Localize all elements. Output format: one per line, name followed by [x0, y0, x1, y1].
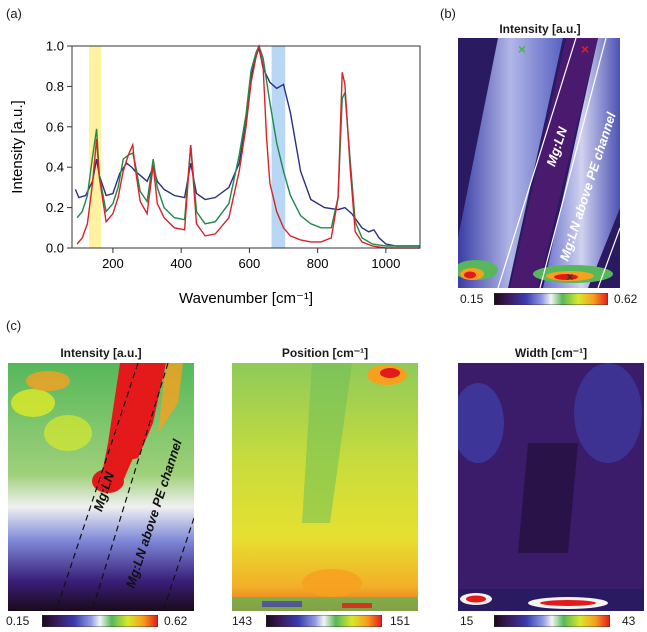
width-map: [458, 363, 644, 611]
map-c3-title: Width [cm⁻¹]: [514, 346, 588, 360]
colorbar-b-max: 0.62: [614, 292, 638, 306]
intensity-map-b: × × × Mg:LN Mg:LN above PE channel: [458, 38, 620, 288]
marker-green: ×: [518, 41, 526, 57]
channel-hotspot: [108, 363, 166, 463]
colorbar-c2: [266, 615, 382, 627]
y-tick-label: 1.0: [46, 39, 64, 54]
x-tick-label: 200: [102, 256, 124, 271]
colorbar-c1-min: 0.15: [6, 614, 30, 628]
y-axis-label: Intensity [a.u.]: [9, 100, 26, 193]
series-line-0: [74, 45, 420, 247]
y-tick-label: 0.8: [46, 79, 64, 94]
boundary-line-2: [539, 38, 607, 288]
x-tick-label: 600: [239, 256, 261, 271]
series-line-1: [76, 44, 420, 247]
y-tick-label: 0.6: [46, 119, 64, 134]
x-tick-label: 400: [170, 256, 192, 271]
series-line-2: [76, 45, 420, 249]
panel-label-b: (b): [440, 6, 456, 21]
panel-label-c: (c): [6, 318, 22, 333]
marker-red: ×: [581, 41, 589, 57]
y-tick-label: 0.2: [46, 200, 64, 215]
colorbar-c2-max: 151: [390, 614, 411, 628]
y-tick-label: 0.0: [46, 241, 64, 256]
left-band: [458, 38, 563, 288]
spectrum-chart: 200 400 600 800 1000 0.0 0.2 0.4 0.6 0.8 1.0 Wave…: [9, 39, 421, 307]
colorbar-c1: [42, 615, 158, 627]
series-group: [74, 44, 420, 249]
channel-band: [510, 38, 598, 288]
right-band: [543, 38, 620, 288]
x-ticks: 200 400 600 800 1000: [102, 248, 400, 271]
x-tick-label: 1000: [371, 256, 400, 271]
colorbar-c3: [494, 615, 610, 627]
colorbar-c1-max: 0.62: [164, 614, 188, 628]
boundary-line-1: [55, 363, 139, 611]
boundary-line-3: [597, 227, 620, 288]
colorbar-b: [494, 293, 608, 305]
intensity-map-c: Mg:LN Mg:LN above PE channel: [8, 363, 194, 611]
marker-dark: ×: [566, 270, 573, 284]
boundary-line-1: [497, 38, 577, 288]
y-ticks: 0.0 0.2 0.4 0.6 0.8 1.0: [46, 39, 72, 256]
colorbar-b-min: 0.15: [460, 292, 484, 306]
highlight-band-1: [271, 46, 286, 248]
y-tick-label: 0.4: [46, 160, 64, 175]
panel-label-a: (a): [6, 6, 22, 21]
plot-frame: [71, 45, 421, 249]
highlight-bands: [89, 46, 286, 248]
map-c2-title: Position [cm⁻¹]: [281, 346, 369, 360]
boundary-line-3: [162, 517, 194, 611]
highlight-band-0: [89, 46, 101, 248]
boundary-line-2: [91, 363, 169, 611]
colorbar-c3-min: 15: [460, 614, 474, 628]
position-map: [232, 363, 418, 611]
colorbar-c2-min: 143: [232, 614, 253, 628]
x-axis-label: Wavenumber [cm⁻¹]: [179, 290, 313, 307]
x-tick-label: 800: [307, 256, 329, 271]
map-b-title: Intensity [a.u.]: [499, 22, 581, 36]
map-c1-title: Intensity [a.u.]: [60, 346, 142, 360]
colorbar-c3-max: 43: [622, 614, 636, 628]
